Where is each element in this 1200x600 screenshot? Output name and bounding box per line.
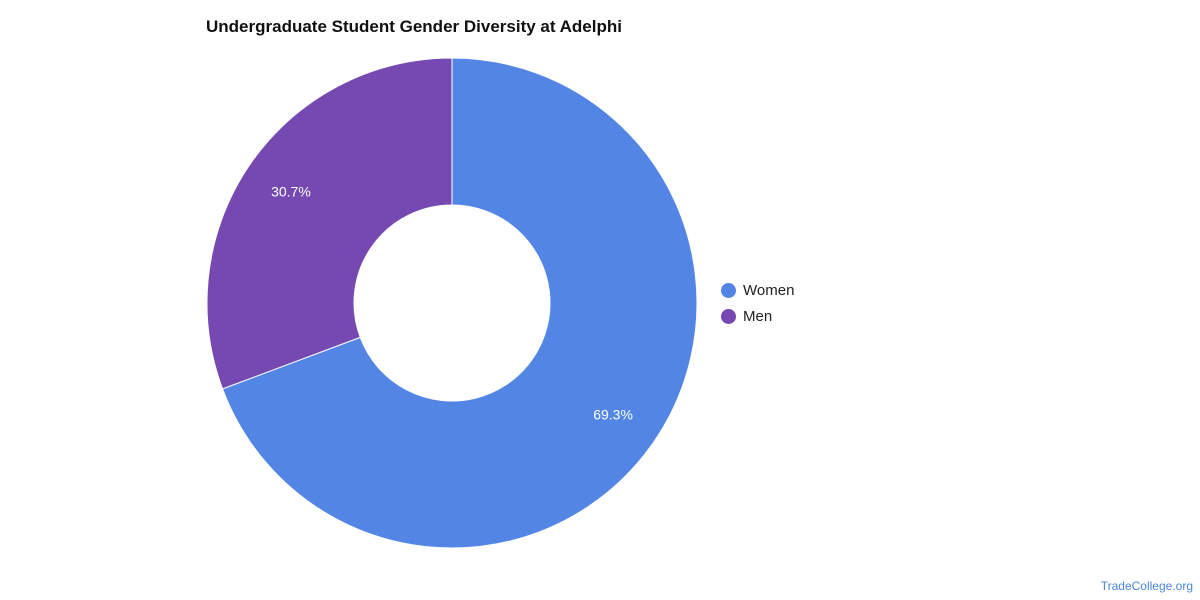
legend-item-men[interactable]: Men: [721, 306, 794, 326]
legend-label-men: Men: [743, 307, 773, 325]
legend-swatch-men: [721, 308, 736, 324]
slice-value-label-women: 69.3%: [593, 407, 633, 423]
legend-item-women[interactable]: Women: [721, 280, 794, 300]
legend-label-women: Women: [743, 281, 795, 299]
chart-title: Undergraduate Student Gender Diversity a…: [206, 17, 622, 36]
source-watermark[interactable]: TradeCollege.org: [1100, 579, 1193, 593]
chart-legend: Women Men: [721, 280, 794, 332]
donut-slice-women[interactable]: [221, 57, 698, 549]
slice-value-label-men: 30.7%: [271, 183, 311, 199]
donut-slice-men[interactable]: [206, 57, 453, 390]
legend-swatch-women: [721, 282, 736, 298]
